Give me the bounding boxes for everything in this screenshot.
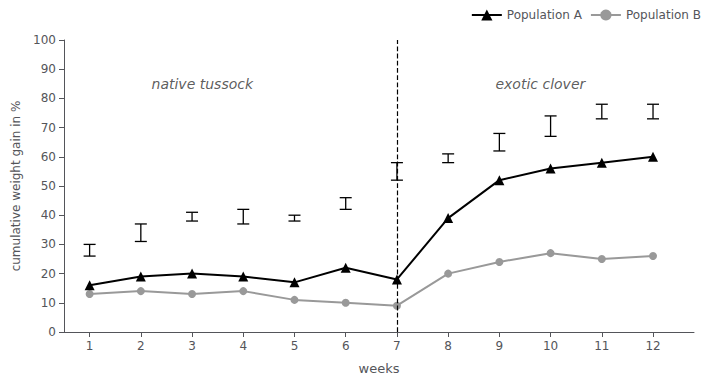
svg-text:50: 50 — [41, 179, 56, 193]
svg-text:90: 90 — [41, 62, 56, 76]
svg-text:0: 0 — [48, 325, 56, 339]
svg-text:9: 9 — [496, 339, 504, 353]
svg-text:cumulative weight gain in %: cumulative weight gain in % — [9, 101, 23, 272]
svg-text:weeks: weeks — [359, 361, 400, 376]
svg-text:20: 20 — [41, 267, 56, 281]
svg-text:30: 30 — [41, 237, 56, 251]
svg-text:4: 4 — [239, 339, 247, 353]
svg-text:100: 100 — [33, 33, 56, 47]
svg-text:Population B: Population B — [626, 8, 701, 22]
svg-text:60: 60 — [41, 150, 56, 164]
svg-text:40: 40 — [41, 208, 56, 222]
svg-text:1: 1 — [86, 339, 94, 353]
svg-text:11: 11 — [594, 339, 609, 353]
svg-text:native tussock: native tussock — [152, 76, 254, 92]
svg-text:2: 2 — [137, 339, 145, 353]
svg-text:8: 8 — [444, 339, 452, 353]
svg-text:Population A: Population A — [507, 8, 583, 22]
svg-text:70: 70 — [41, 121, 56, 135]
svg-text:10: 10 — [543, 339, 558, 353]
svg-text:80: 80 — [41, 91, 56, 105]
svg-text:6: 6 — [342, 339, 350, 353]
svg-text:7: 7 — [393, 339, 401, 353]
svg-text:3: 3 — [188, 339, 196, 353]
svg-text:exotic clover: exotic clover — [495, 76, 586, 92]
svg-text:5: 5 — [291, 339, 299, 353]
svg-text:12: 12 — [645, 339, 660, 353]
svg-text:10: 10 — [41, 296, 56, 310]
